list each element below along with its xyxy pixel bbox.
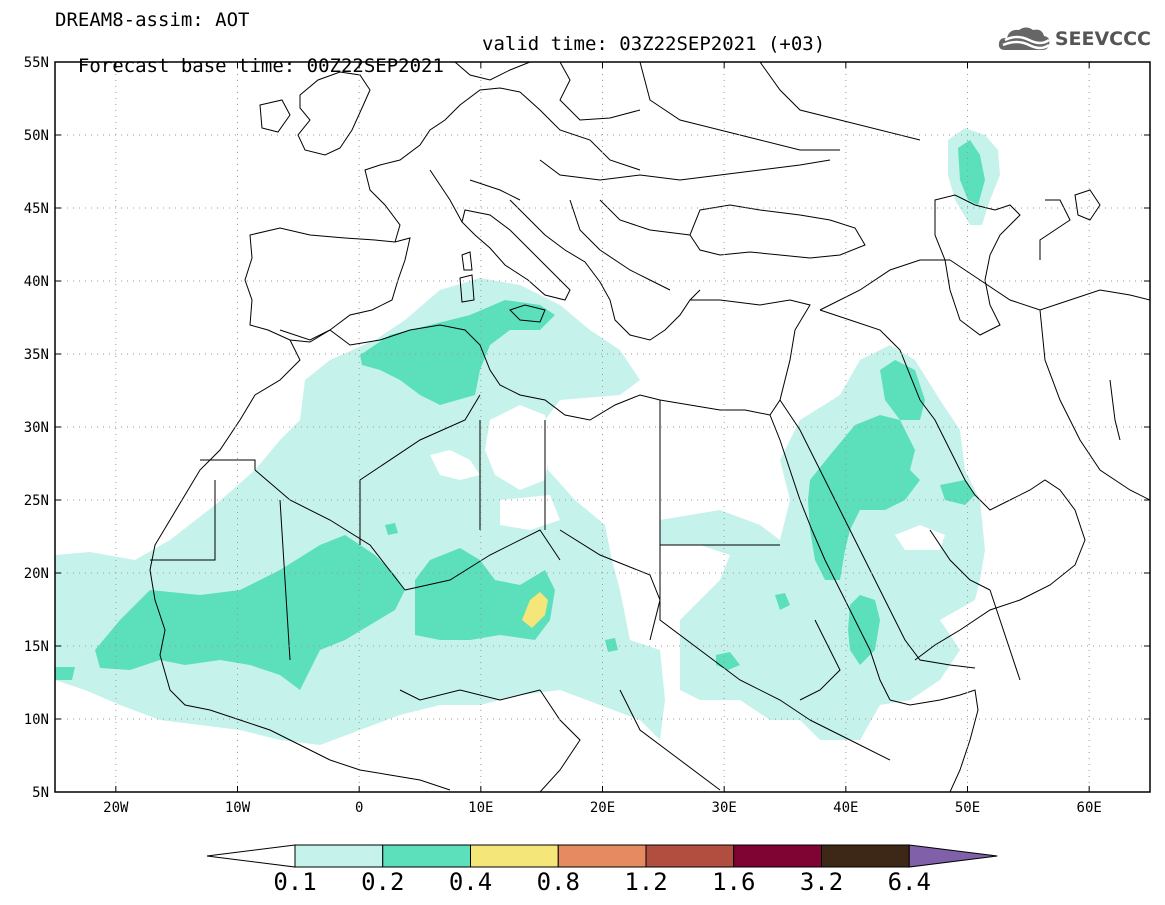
- colorbar-cell: [294, 844, 384, 868]
- colorbar-under-arrow: [206, 844, 296, 868]
- seevccc-logo: SEEVCCC: [997, 22, 1151, 56]
- coastlines-borders: [149, 62, 1150, 792]
- colorbar-cell: [821, 844, 910, 868]
- lat-tick-label: 20N: [24, 566, 49, 582]
- colorbar-level-label: 0.4: [448, 868, 493, 896]
- aot-level-0.4: [522, 592, 548, 628]
- colorbar-cell: [733, 844, 822, 868]
- lon-tick-label: 0: [355, 800, 363, 816]
- lat-tick-label: 5N: [32, 785, 49, 801]
- forecast-times: Forecast base time: 00Z22SEP2021 valid ti…: [55, 33, 825, 77]
- lat-tick-label: 25N: [24, 493, 49, 509]
- colorbar-cell: [382, 844, 471, 868]
- colorbar-level-label: 1.6: [712, 868, 756, 896]
- valid-time-label: valid time: 03Z22SEP2021 (+03): [482, 33, 826, 55]
- colorbar-level-label: 1.2: [624, 868, 668, 896]
- base-time-label: Forecast base time: 00Z22SEP2021: [77, 55, 444, 77]
- lon-tick-label: 10W: [225, 800, 251, 816]
- lon-tick-label: 40E: [833, 800, 858, 816]
- lat-tick-label: 30N: [24, 420, 49, 436]
- lon-tick-label: 20W: [103, 800, 129, 816]
- colorbar-level-label: 6.4: [887, 868, 931, 896]
- colorbar-cell: [470, 844, 559, 868]
- lon-tick-label: 30E: [712, 800, 737, 816]
- lat-tick-label: 10N: [24, 712, 49, 728]
- lon-tick-label: 20E: [590, 800, 615, 816]
- map-title: DREAM8-assim: AOT: [55, 9, 250, 31]
- cloud-logo-icon: [998, 27, 1050, 50]
- lat-tick-label: 55N: [24, 55, 49, 71]
- colorbar-cell: [645, 844, 735, 868]
- colorbar-over-arrow: [908, 844, 998, 868]
- lat-tick-label: 40N: [24, 274, 49, 290]
- lon-tick-label: 60E: [1077, 800, 1102, 816]
- colorbar-cell: [557, 844, 647, 868]
- lon-tick-label: 10E: [468, 800, 493, 816]
- lat-tick-label: 35N: [24, 347, 49, 363]
- aot-level-0.2: [55, 140, 985, 690]
- lat-tick-label: 50N: [24, 128, 49, 144]
- colorbar-level-label: 3.2: [799, 868, 844, 896]
- lat-lon-grid: [55, 62, 1150, 792]
- colorbar-level-label: 0.8: [536, 868, 580, 896]
- logo-text: SEEVCCC: [1054, 28, 1151, 50]
- lat-tick-label: 45N: [24, 201, 49, 217]
- colorbar-level-label: 0.2: [361, 868, 405, 896]
- colorbar-level-label: 0.1: [273, 868, 317, 896]
- colorbar-labels: 0.1 0.2 0.4 0.8 1.2 1.6 3.2 6.4: [0, 868, 1165, 898]
- axis-ticks: 55N 50N 45N 40N 35N 30N 25N 20N 15N 10N 5N 20W 10W 0 1…: [24, 55, 1150, 816]
- aot-shading: [55, 128, 1000, 745]
- lon-tick-label: 50E: [955, 800, 980, 816]
- colorbar: [206, 844, 998, 868]
- lat-tick-label: 15N: [24, 639, 49, 655]
